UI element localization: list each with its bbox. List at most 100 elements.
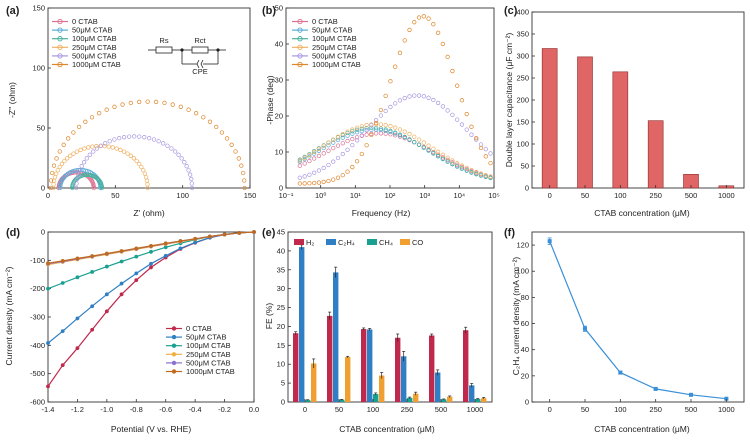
panel-a-xlabel: Z' (ohm) (133, 208, 165, 218)
nyquist-point-s5-33 (239, 163, 244, 168)
nyquist-point-s3-10 (68, 153, 73, 158)
bode-point-s4-34 (459, 122, 465, 127)
lsv-point-s5-12 (222, 232, 227, 237)
bode-point-s2-10 (345, 130, 350, 136)
nyquist-point-s1-7 (61, 175, 66, 180)
panel-b-xtick-label-6: 10⁵ (488, 191, 499, 200)
bode-point-s5-8 (335, 175, 341, 180)
bode-point-s4-40 (488, 151, 493, 156)
nyquist-point-s4-26 (169, 146, 174, 151)
nyquist-point-s5-13 (104, 107, 109, 112)
panel-f-xtick-label-2: 100 (614, 405, 627, 414)
panel-a-xtick-label-1: 50 (111, 191, 119, 200)
panel-e-ytick-label-4: 20 (277, 322, 285, 331)
bode-point-s3-36 (469, 167, 474, 173)
bode-point-s4-10 (345, 147, 350, 152)
bode-point-s5-2 (307, 181, 312, 186)
lsv-point-s0-6 (134, 278, 139, 283)
nyquist-point-s5-16 (128, 100, 133, 106)
bode-point-s3-5 (321, 143, 326, 148)
bode-point-s1-17 (378, 127, 384, 133)
lsv-line-1 (47, 231, 255, 344)
nyquist-point-s1-1 (58, 184, 63, 189)
nyquist-point-s3-26 (128, 153, 133, 158)
panel-b-legend-marker-4 (297, 53, 303, 59)
bode-point-s3-13 (359, 124, 364, 129)
panel-b-legend-label-1: 50μM CTAB (312, 26, 352, 35)
lsv-point-s2-0 (46, 286, 50, 291)
bode-point-s0-18 (383, 131, 388, 136)
panel-c-ytick-label-3: 150 (516, 118, 529, 127)
bode-point-s2-20 (393, 130, 398, 135)
bode-point-s5-40 (488, 160, 493, 166)
bode-point-s3-8 (335, 134, 341, 139)
panel-d-legend-label-1: 50μM CTAB (186, 333, 226, 342)
bode-point-s3-22 (402, 129, 407, 134)
panel-a-legend-label-2: 100μM CTAB (72, 34, 117, 43)
lsv-point-s5-14 (252, 230, 256, 234)
lsv-point-s1-3 (90, 304, 95, 309)
panel-e-ytick-label-9: 45 (277, 228, 285, 237)
panel-e-ytick-label-8: 40 (277, 246, 285, 255)
bode-point-s0-8 (335, 143, 341, 148)
panel-a-legend-marker-1 (57, 27, 63, 33)
fe-bar-0-1000 (463, 330, 469, 402)
panel-d-legend-marker-1 (171, 334, 177, 340)
bode-point-s4-1 (302, 174, 307, 179)
bode-point-s4-3 (312, 170, 317, 175)
panel-b-legend-marker-1 (297, 27, 303, 33)
bode-point-s3-21 (397, 127, 403, 132)
nyquist-point-s3-16 (90, 144, 95, 149)
panel-a-legend-label-5: 1000μM CTAB (72, 60, 121, 69)
bode-point-s5-11 (350, 164, 355, 170)
bode-point-s1-1 (302, 156, 307, 162)
nyquist-point-s5-8 (71, 130, 76, 135)
panel-e-label: (e) (262, 227, 276, 239)
panel-d-legend-marker-3 (171, 352, 177, 357)
panel-b-ytick-label-2: 20 (275, 112, 283, 121)
bode-point-s0-4 (316, 153, 322, 159)
panel-b-xtick-label-1: 10⁰ (315, 191, 326, 200)
fe-bar-1-500 (435, 372, 441, 402)
lsv-point-s1-10 (193, 240, 198, 245)
nyquist-point-s3-15 (86, 145, 91, 150)
panel-d-legend-marker-5 (171, 369, 177, 374)
bode-point-s4-30 (440, 104, 446, 109)
nyquist-point-s5-32 (236, 156, 241, 161)
nyquist-point-s4-22 (151, 137, 157, 142)
c2h4-point-0 (547, 239, 552, 244)
bode-point-s4-21 (397, 98, 403, 103)
nyquist-point-s4-35 (189, 181, 195, 186)
panel-f-xtick-label-5: 1000 (718, 405, 735, 414)
bode-point-s3-10 (345, 129, 350, 134)
panel-e-legend-label-3: CO (412, 238, 423, 247)
bode-point-s4-25 (416, 93, 422, 98)
bode-point-s4-37 (474, 137, 479, 142)
bode-point-s0-5 (321, 151, 326, 156)
panel-b-xtick-label-4: 10³ (419, 191, 430, 200)
panel-f-xtick-label-1: 50 (581, 405, 589, 414)
bode-point-s5-28 (431, 22, 436, 27)
panel-e-ytick-label-6: 30 (277, 284, 285, 293)
bode-point-s0-11 (350, 136, 355, 142)
bode-point-s1-4 (316, 148, 322, 153)
panel-f-ytick-label-4: 80 (521, 293, 529, 302)
bode-point-s5-26 (421, 14, 426, 19)
fe-bar-0-500 (429, 335, 435, 402)
nyquist-point-s5-5 (57, 149, 62, 154)
bode-point-s0-30 (440, 155, 446, 160)
nyquist-point-s3-23 (118, 147, 123, 153)
nyquist-point-s4-32 (186, 168, 191, 173)
bode-point-s4-0 (297, 175, 303, 180)
lsv-point-s0-2 (75, 346, 80, 351)
nyquist-point-s4-13 (107, 139, 112, 144)
bode-point-s4-6 (326, 162, 331, 168)
bode-point-s5-22 (402, 38, 407, 43)
bode-point-s2-21 (397, 132, 403, 137)
panel-c-xtick-label-2: 100 (614, 191, 627, 200)
bode-point-s3-25 (416, 137, 422, 142)
nyquist-point-s2-36 (99, 185, 105, 191)
nyquist-point-s5-3 (51, 163, 57, 168)
bode-point-s4-15 (369, 123, 374, 128)
panel-e-legend-swatch-0 (294, 239, 304, 245)
